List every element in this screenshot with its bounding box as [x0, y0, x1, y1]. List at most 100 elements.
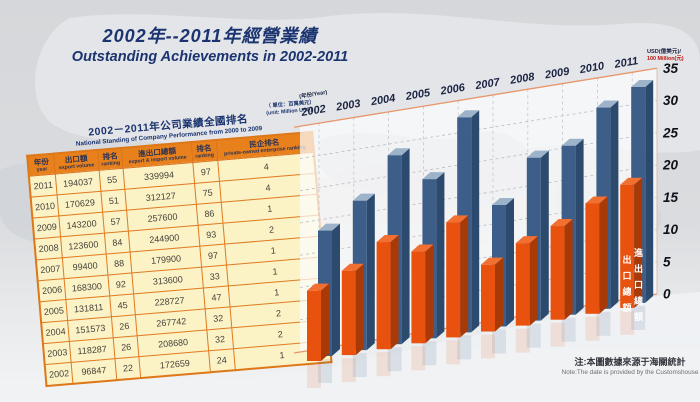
bar-export-2006-side	[460, 215, 469, 338]
bar-export-2007-top	[481, 257, 503, 265]
bar-pair-2007	[481, 198, 514, 359]
bar-export-2010-reflection	[585, 316, 600, 341]
bar-export-2009	[550, 226, 565, 320]
year-label: 2006	[439, 82, 467, 98]
bar-export-2003-reflection	[341, 358, 356, 383]
bar-pair-2002	[307, 223, 340, 388]
y-axis-unit-label: USD(億美元)/ 100 Million(元)	[647, 49, 699, 63]
axis-tick-label: 0	[663, 287, 671, 302]
bar-total-2011-side	[645, 80, 654, 303]
bar-export-2002	[307, 290, 321, 361]
page-title-zh: 2002年--2011年經營業績	[102, 26, 318, 46]
bar-export-2003-top	[341, 263, 364, 271]
bar-export-2011	[620, 184, 635, 308]
bar-export-2003-side	[355, 263, 364, 356]
bar-pair-2008	[515, 150, 549, 353]
axis-tick-label: 5	[663, 254, 671, 269]
y-axis-unit-line2: 100 Million(元)	[647, 55, 684, 62]
bar-pair-2003	[341, 193, 375, 383]
axis-tick-label: 35	[663, 61, 679, 76]
bar-total-2008-top	[526, 150, 549, 158]
total-bar-label: 出	[634, 263, 643, 274]
axis-tick-label: 20	[662, 158, 679, 173]
bar-export-2006-reflection	[446, 340, 461, 365]
bar-total-2009-side	[575, 138, 584, 315]
bar-total-2003-side	[366, 193, 375, 351]
bar-export-2004-side	[390, 235, 399, 350]
bar-export-2010	[585, 203, 600, 314]
total-bar-label: 進	[634, 247, 644, 258]
bar-export-2004	[376, 242, 391, 350]
data-source-note-zh: 注:本圖數據來源于海關統計	[574, 357, 686, 367]
data-source-note-en: Note:The date is provided by the Customs…	[561, 369, 699, 376]
total-bar-label: 總	[634, 295, 643, 306]
bar-export-2005	[411, 251, 426, 344]
page-title-en: Outstanding Achievements in 2002-2011	[71, 49, 349, 65]
bar-total-2003-top	[352, 193, 375, 201]
bar-export-2006	[446, 222, 461, 338]
bar-total-2008-side	[540, 150, 549, 321]
bar-total-2009-top	[561, 138, 584, 146]
bar-export-2004-top	[376, 235, 399, 243]
year-label: 2007	[474, 76, 502, 92]
axis-tick-label: 30	[663, 93, 679, 108]
bar-export-2002-top	[307, 283, 329, 291]
bar-export-2010-side	[599, 196, 608, 314]
bar-export-2011-side	[634, 177, 643, 308]
floor-plane	[0, 292, 700, 402]
bar-export-2007-side	[495, 257, 503, 332]
data-source-note: 注:本圖數據來源于海關統計 Note:The date is provided …	[556, 355, 700, 376]
bar-pair-2004	[376, 148, 410, 377]
total-bar-label: 口	[634, 280, 643, 290]
bar-total-2005-side	[436, 172, 445, 339]
bar-total-2009-reflection	[561, 317, 576, 342]
bar-pair-2005	[411, 172, 445, 371]
bar-export-2008-top	[515, 236, 538, 244]
year-label: 2010	[578, 60, 606, 76]
bar-total-2007-top	[492, 198, 514, 205]
export-bar-label: 口	[622, 271, 631, 281]
year-label: 2002	[300, 103, 327, 119]
total-bar-label: 額	[633, 311, 643, 322]
bar-total-2006-top	[457, 110, 480, 118]
bar-total-2008-reflection	[526, 323, 541, 348]
bar-total-2002-top	[318, 223, 340, 231]
bar-total-2004-reflection	[387, 347, 402, 372]
bar-pair-2010	[585, 100, 619, 341]
bar-pair-2011	[620, 80, 654, 335]
bar-total-2004-side	[401, 148, 410, 345]
bar-export-2005-reflection	[411, 346, 426, 371]
bar-total-2002-side	[332, 223, 340, 356]
bar-export-2007	[481, 264, 495, 332]
bar-total-2010-side	[610, 100, 619, 309]
year-label: 2008	[508, 71, 536, 87]
bar-export-2008-reflection	[515, 328, 530, 353]
bar-export-2007-reflection	[481, 334, 495, 359]
bar-pair-2009	[550, 138, 584, 347]
bar-pair-2006	[446, 110, 480, 365]
bar-export-2009-reflection	[550, 322, 565, 347]
bar-export-2008	[515, 243, 530, 326]
bar-export-2011-reflection	[620, 310, 635, 335]
export-bar-label: 總	[622, 286, 631, 297]
axis-tick-label: 15	[663, 190, 679, 205]
bar-total-2004-top	[387, 148, 410, 156]
bar-total-2007-side	[506, 198, 514, 327]
axis-tick-label: 25	[662, 125, 679, 140]
page-title: 2002年--2011年經營業績 Outstanding Achievement…	[40, 22, 380, 65]
year-label: 2009	[543, 65, 571, 81]
bar-total-2006-reflection	[457, 335, 472, 360]
bar-export-2004-reflection	[376, 352, 391, 377]
axis-tick-label: 10	[663, 222, 679, 237]
bar-export-2008-side	[529, 236, 538, 326]
bar-total-2003-reflection	[352, 353, 367, 378]
bar-export-2003	[341, 270, 356, 356]
bar-export-2006-top	[446, 215, 469, 223]
bar-total-2010-top	[596, 100, 619, 108]
bar-total-2002-reflection	[318, 359, 332, 383]
bar-export-2009-top	[550, 219, 573, 227]
bar-total-2010-reflection	[596, 311, 611, 336]
bar-total-2006-side	[471, 110, 480, 333]
year-label: 2011	[613, 55, 639, 71]
